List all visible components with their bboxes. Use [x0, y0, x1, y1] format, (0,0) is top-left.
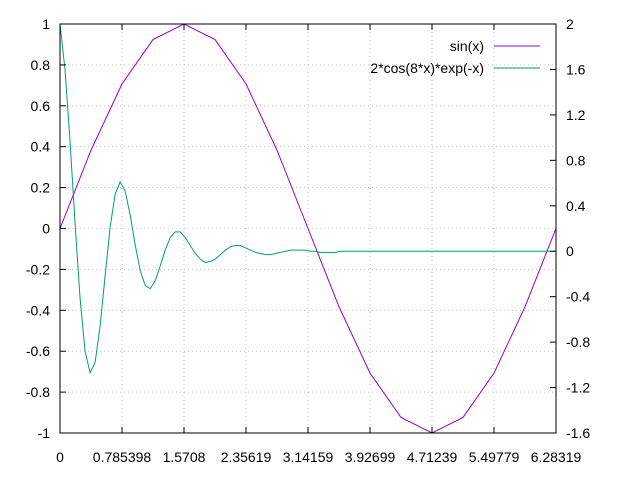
y2-tick-label: 0.4 [566, 198, 586, 214]
y-tick-label: 0.4 [31, 139, 51, 155]
x-tick-label: 0 [56, 449, 64, 465]
x-tick-label: 3.92699 [345, 449, 396, 465]
y2-tick-label: -0.8 [566, 334, 590, 350]
legend: sin(x) 2*cos(8*x)*exp(-x) [370, 38, 540, 76]
y2-tick-label: 1.2 [566, 107, 586, 123]
y-tick-label: 0.2 [31, 180, 51, 196]
y-tick-label: -0.6 [26, 343, 50, 359]
x-tick-label: 0.785398 [93, 449, 152, 465]
series-layer [59, 23, 557, 434]
legend-label-2: 2*cos(8*x)*exp(-x) [370, 60, 484, 76]
x-tick-label: 6.28319 [531, 449, 582, 465]
y-tick-label: 1 [42, 16, 50, 32]
y2-tick-label: 0 [566, 243, 574, 259]
y2-tick-label: 2 [566, 16, 574, 32]
x-tick-label: 4.71239 [407, 449, 458, 465]
x-tick-label: 1.5708 [163, 449, 206, 465]
y-tick-label: -0.2 [26, 261, 50, 277]
tick-marks [59, 23, 557, 434]
series-line-1 [59, 23, 557, 434]
x-tick-label: 3.14159 [283, 449, 334, 465]
legend-label-1: sin(x) [450, 38, 484, 54]
x-tick-label: 2.35619 [221, 449, 272, 465]
series-line-2 [59, 23, 556, 375]
tick-labels: 0 0.785398 1.5708 2.35619 3.14159 3.92699 4.71… [26, 16, 590, 465]
y2-tick-label: 0.8 [566, 152, 586, 168]
y-tick-label: 0.6 [31, 98, 51, 114]
y-tick-label: 0 [42, 221, 50, 237]
y2-tick-label: -0.4 [566, 289, 590, 305]
y-tick-label: 0.8 [31, 57, 51, 73]
y2-tick-label: -1.6 [566, 425, 590, 441]
y-tick-label: -1 [38, 425, 51, 441]
x-tick-label: 5.49779 [469, 449, 520, 465]
y2-tick-label: 1.6 [566, 61, 586, 77]
y-tick-label: -0.8 [26, 384, 50, 400]
y2-tick-label: -1.2 [566, 380, 590, 396]
y-tick-label: -0.4 [26, 302, 50, 318]
